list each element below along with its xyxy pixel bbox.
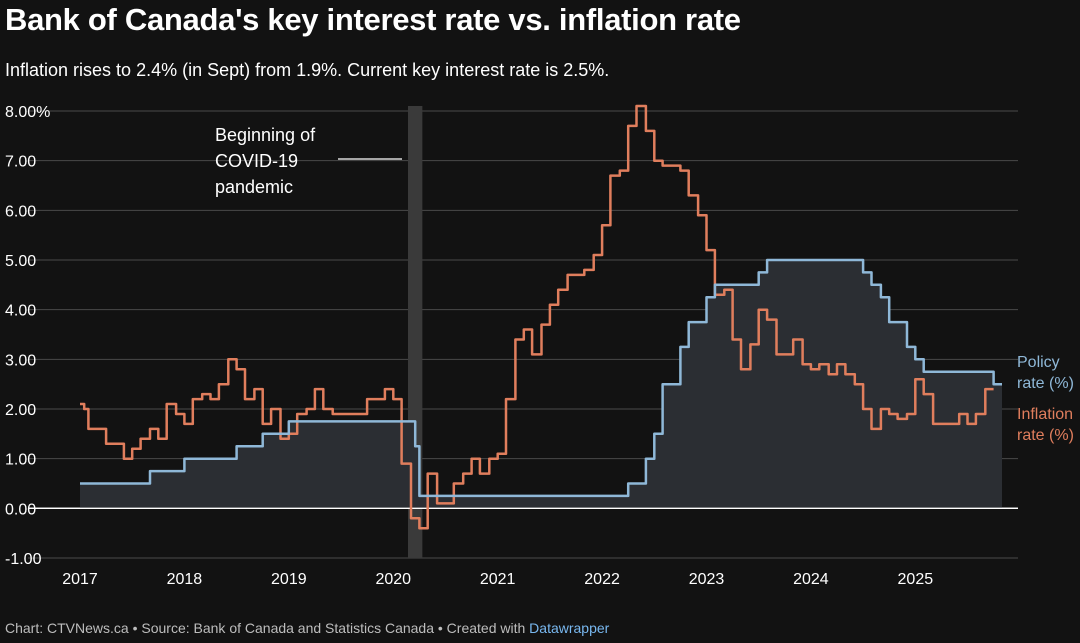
covid-annotation-text: COVID-19	[215, 151, 298, 171]
chart-footer: Chart: CTVNews.ca • Source: Bank of Cana…	[5, 620, 609, 636]
x-tick-label: 2017	[62, 571, 98, 588]
x-tick-label: 2020	[375, 571, 411, 588]
x-tick-label: 2021	[480, 571, 516, 588]
x-tick-label: 2025	[898, 571, 934, 588]
chart-subtitle: Inflation rises to 2.4% (in Sept) from 1…	[5, 60, 610, 80]
policy-series-label: Policy	[1017, 354, 1060, 371]
y-tick-label: -1.00	[5, 551, 42, 568]
y-tick-label: 6.00	[5, 203, 36, 220]
y-tick-label: 7.00	[5, 154, 36, 171]
x-tick-label: 2018	[167, 571, 203, 588]
x-tick-label: 2023	[689, 571, 725, 588]
y-tick-label: 4.00	[5, 303, 36, 320]
y-tick-label: 3.00	[5, 352, 36, 369]
inflation-series-label: Inflation	[1017, 406, 1073, 423]
inflation-rate-line	[80, 104, 994, 530]
x-tick-label: 2022	[584, 571, 620, 588]
y-tick-label: 8.00%	[5, 104, 50, 121]
chart-title: Bank of Canada's key interest rate vs. i…	[5, 2, 741, 37]
datawrapper-link[interactable]: Datawrapper	[529, 620, 610, 636]
policy-rate-line	[80, 258, 1002, 498]
policy-rate-area	[80, 260, 1002, 509]
x-tick-label: 2024	[793, 571, 829, 588]
y-tick-label: 1.00	[5, 452, 36, 469]
inflation-series-label: rate (%)	[1017, 427, 1074, 444]
x-tick-label: 2019	[271, 571, 307, 588]
covid-annotation-text: Beginning of	[215, 125, 316, 145]
y-tick-label: 2.00	[5, 402, 36, 419]
y-tick-label: 5.00	[5, 253, 36, 270]
footer-source-text: Chart: CTVNews.ca • Source: Bank of Cana…	[5, 620, 530, 636]
y-tick-label: 0.00	[5, 501, 36, 518]
policy-series-label: rate (%)	[1017, 375, 1074, 392]
covid-annotation-text: pandemic	[215, 177, 293, 197]
